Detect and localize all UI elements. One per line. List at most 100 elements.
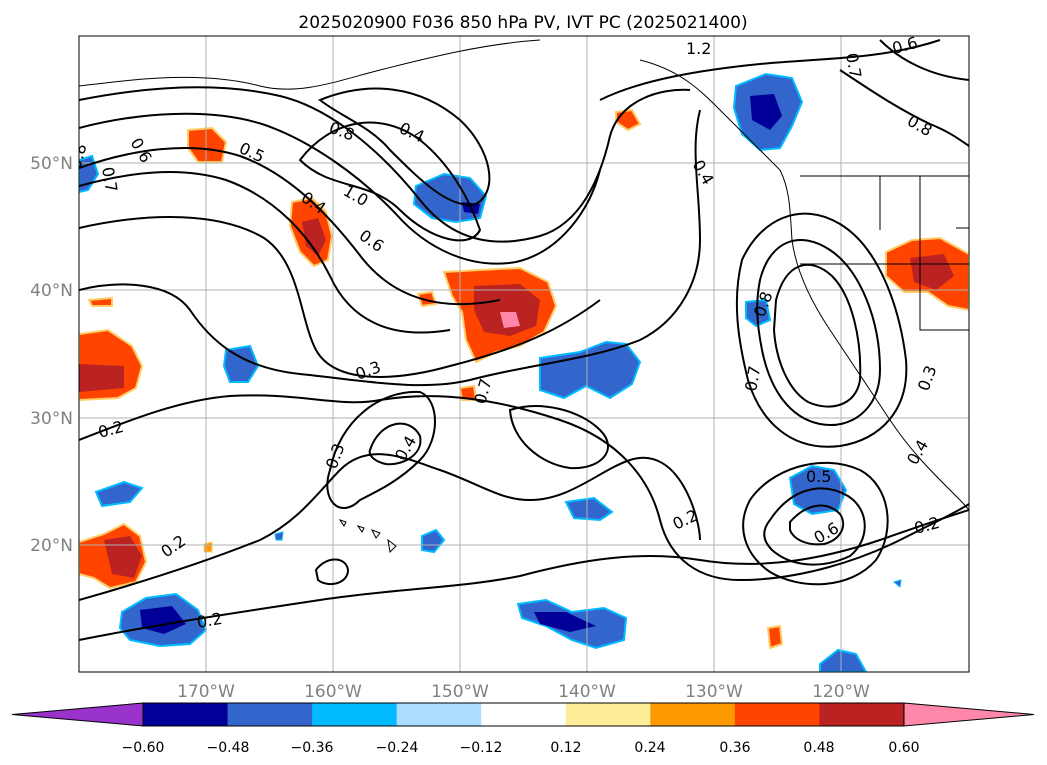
pv-positive-regions: [79, 108, 969, 650]
ivt-contour: [742, 461, 889, 586]
colorbar-tick-label: −0.48: [207, 740, 250, 756]
map-frame: [78, 35, 970, 673]
pv-region: [302, 218, 326, 256]
contour-label: 0.7: [98, 165, 121, 193]
pv-region: [274, 531, 284, 541]
colorbar-segment: [227, 703, 313, 726]
contour-label: 0.7: [741, 364, 764, 392]
ivt-contours: [79, 39, 969, 641]
map-panel: 0.8 0.4 1.0 0.5 0.4 0.6 0.8 0.3 0.7 0.2 …: [66, 33, 969, 672]
pv-region: [203, 541, 213, 553]
longitude-labels: 170°W 160°W 150°W 140°W 130°W 120°W: [177, 682, 870, 702]
contour-label: 0.7: [842, 51, 865, 79]
coastlines: [79, 39, 969, 554]
colorbar-segment: [312, 703, 398, 726]
ivt-contour: [314, 558, 350, 586]
pv-region: [222, 344, 260, 383]
ivt-contour: [79, 112, 601, 265]
lon-label: 150°W: [431, 682, 489, 702]
lat-label: 30°N: [30, 409, 73, 429]
contour-label: 1.2: [686, 39, 711, 58]
colorbar-extension-left: [11, 702, 144, 727]
pv-region: [910, 254, 954, 290]
ivt-contour: [772, 263, 862, 408]
colorbar: [11, 702, 1035, 727]
north-america-coast: [639, 59, 969, 511]
pv-region: [474, 284, 540, 336]
pv-region: [892, 579, 902, 588]
ivt-contour: [79, 453, 701, 601]
ivt-contour: [599, 39, 941, 101]
lon-label: 130°W: [685, 682, 743, 702]
lon-label: 160°W: [304, 682, 362, 702]
pv-region: [104, 536, 142, 578]
lon-label: 120°W: [812, 682, 870, 702]
pv-region: [79, 364, 124, 392]
ivt-contour: [789, 504, 845, 546]
contour-label: 0.2: [195, 609, 223, 632]
ivt-contour: [763, 487, 866, 566]
colorbar-tick-label: −0.60: [122, 740, 165, 756]
ivt-contour: [79, 109, 702, 387]
colorbar-tick-label: 0.12: [550, 740, 581, 756]
ivt-contour: [79, 86, 691, 243]
colorbar-segment: [143, 703, 229, 726]
colorbar-segment: [819, 703, 905, 726]
colorbar-tick-label: 0.24: [634, 740, 665, 756]
pv-region: [788, 464, 848, 516]
colorbar-tick-label: −0.12: [460, 740, 503, 756]
contour-label: 0.6: [890, 33, 920, 58]
colorbar-tick-label: 0.60: [888, 740, 919, 756]
ivt-contour: [79, 509, 969, 641]
ivt-contour: [318, 87, 491, 206]
colorbar-tick-label: −0.24: [376, 740, 419, 756]
pv-region: [819, 648, 868, 672]
ivt-contour: [879, 39, 969, 81]
pv-region: [534, 612, 596, 632]
colorbar-outline: [142, 702, 905, 727]
ivt-contour: [79, 147, 501, 306]
colorbar-segment: [396, 703, 482, 726]
ivt-contour: [839, 69, 969, 147]
alaska-coast: [79, 39, 541, 90]
pv-region: [564, 496, 614, 522]
colorbar-extension-right: [903, 702, 1035, 727]
colorbar-segment: [650, 703, 736, 726]
latitude-labels: 50°N 40°N 30°N 20°N: [30, 154, 73, 556]
ivt-contour: [508, 405, 610, 470]
colorbar-tick-label: 0.48: [803, 740, 834, 756]
us-state-borders: [800, 176, 969, 331]
lat-label: 50°N: [30, 154, 73, 174]
ivt-contour: [79, 394, 969, 582]
lon-label: 170°W: [177, 682, 235, 702]
ivt-contour: [735, 212, 908, 448]
pv-region: [766, 624, 784, 650]
colorbar-labels: −0.60 −0.48 −0.36 −0.24 −0.12 0.12 0.24 …: [122, 740, 920, 756]
ivt-contour: [79, 171, 451, 334]
ivt-contour: [368, 422, 422, 466]
pv-region: [500, 312, 520, 328]
pv-region: [94, 480, 144, 508]
pv-region: [416, 290, 438, 308]
colorbar-tick-label: −0.36: [291, 740, 334, 756]
ivt-contour: [756, 239, 882, 426]
ivt-contour: [298, 121, 482, 242]
pv-negative-regions: [79, 72, 902, 672]
hawaii-islands: [338, 519, 397, 554]
ivt-contour: [326, 390, 436, 510]
ivt-contour: [79, 216, 601, 378]
pv-region: [87, 296, 113, 307]
pv-region: [539, 340, 642, 400]
colorbar-segment: [734, 703, 820, 726]
pv-region: [750, 94, 782, 130]
colorbar-segment: [481, 703, 567, 726]
lat-label: 20°N: [30, 536, 73, 556]
colorbar-segment: [565, 703, 651, 726]
lat-label: 40°N: [30, 281, 73, 301]
colorbar-tick-label: 0.36: [719, 740, 750, 756]
map-title: 2025020900 F036 850 hPa PV, IVT PC (2025…: [298, 13, 747, 33]
contour-label: 0.8: [66, 142, 91, 172]
lon-label: 140°W: [558, 682, 616, 702]
pv-region: [421, 528, 446, 554]
